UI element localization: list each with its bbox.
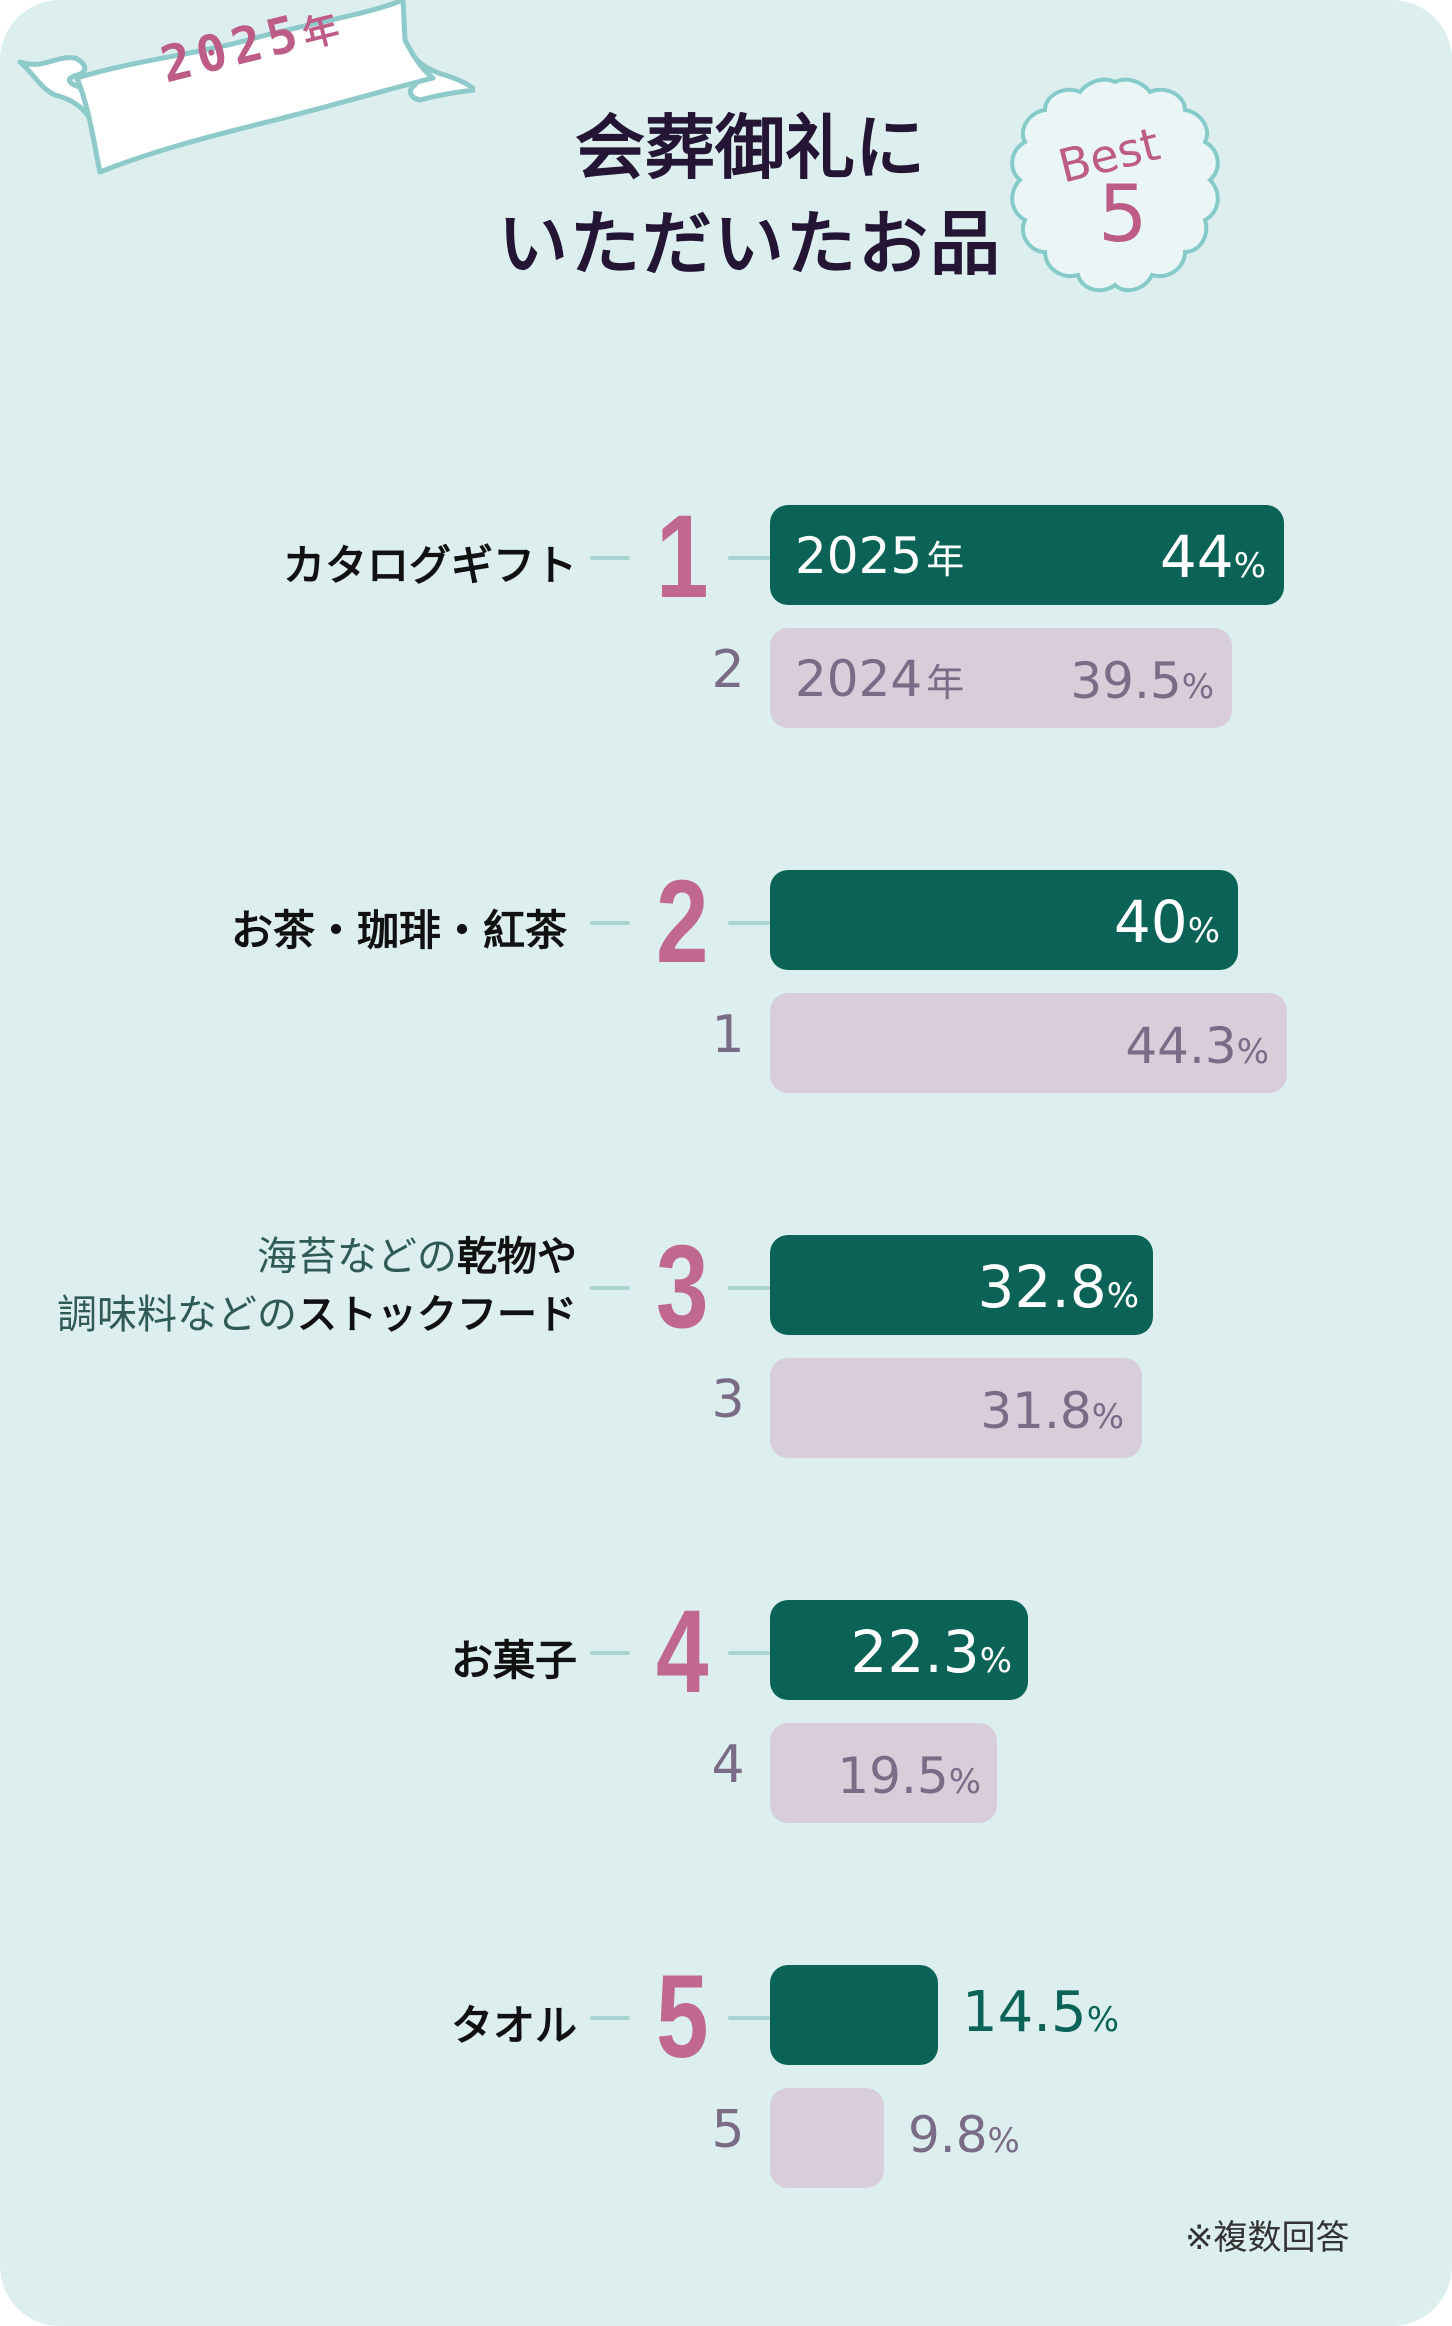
value-2025: 40% bbox=[1113, 888, 1220, 956]
bar-2024: 2024 年 39.5% bbox=[770, 628, 1232, 728]
value-2024: 39.5% bbox=[1070, 652, 1214, 710]
value-2025: 44% bbox=[1159, 523, 1266, 591]
badge-number-label: 5 bbox=[1098, 170, 1148, 260]
bar-2025: 32.8% bbox=[770, 1235, 1153, 1335]
footnote: ※複数回答 bbox=[1185, 2218, 1350, 2258]
bar-2025: 40% bbox=[770, 870, 1238, 970]
bar-2025: 2025 年 44% bbox=[770, 505, 1284, 605]
previous-rank: 2 bbox=[711, 640, 745, 700]
bar-2024: 31.8% bbox=[770, 1358, 1142, 1458]
connector-line bbox=[728, 2016, 770, 2020]
value-2025: 32.8% bbox=[977, 1253, 1139, 1321]
legend-2024: 2024 年 bbox=[795, 650, 965, 708]
previous-rank: 4 bbox=[711, 1735, 745, 1795]
item-label: お菓子 bbox=[450, 1636, 577, 1685]
title-line-1: 会葬御礼に bbox=[575, 107, 925, 189]
previous-rank: 3 bbox=[711, 1370, 745, 1430]
rank-number: 4 bbox=[656, 1586, 709, 1718]
bar-2024: 19.5% bbox=[770, 1723, 997, 1823]
rank-number: 5 bbox=[656, 1951, 709, 2083]
value-2024: 9.8% bbox=[908, 2106, 1020, 2164]
page-title: 会葬御礼に いただいたお品 bbox=[400, 100, 1100, 292]
item-label: お茶・珈琲・紅茶 bbox=[230, 906, 567, 955]
rank-number: 3 bbox=[656, 1221, 709, 1353]
connector-line bbox=[590, 1651, 630, 1655]
value-2024: 19.5% bbox=[837, 1747, 981, 1805]
ribbon-banner-icon bbox=[17, 0, 475, 175]
rank-number: 1 bbox=[656, 491, 709, 623]
bar-2025: 22.3% bbox=[770, 1600, 1028, 1700]
value-2025: 22.3% bbox=[850, 1618, 1012, 1686]
item-label: 海苔などの乾物や 調味料などのストックフード bbox=[57, 1234, 577, 1338]
bar-2025 bbox=[770, 1965, 938, 2065]
value-2025: 14.5% bbox=[962, 1980, 1119, 2045]
connector-line bbox=[728, 921, 770, 925]
value-2024: 44.3% bbox=[1125, 1017, 1269, 1075]
item-label: タオル bbox=[450, 2001, 577, 2050]
scalloped-badge-icon bbox=[1010, 77, 1220, 293]
connector-line bbox=[728, 556, 770, 560]
bar-2024 bbox=[770, 2088, 884, 2188]
previous-rank: 1 bbox=[711, 1005, 745, 1065]
legend-2025: 2025 年 bbox=[795, 527, 965, 585]
connector-line bbox=[728, 1651, 770, 1655]
title-line-2: いただいたお品 bbox=[498, 203, 1002, 285]
connector-line bbox=[590, 556, 630, 560]
item-label: カタログギフト bbox=[282, 541, 577, 590]
value-2024: 31.8% bbox=[980, 1382, 1124, 1440]
connector-line bbox=[590, 921, 630, 925]
previous-rank: 5 bbox=[711, 2100, 745, 2160]
bar-2024: 44.3% bbox=[770, 993, 1287, 1093]
connector-line bbox=[728, 1286, 770, 1290]
rank-number: 2 bbox=[656, 856, 709, 988]
connector-line bbox=[590, 1286, 630, 1290]
connector-line bbox=[590, 2016, 630, 2020]
